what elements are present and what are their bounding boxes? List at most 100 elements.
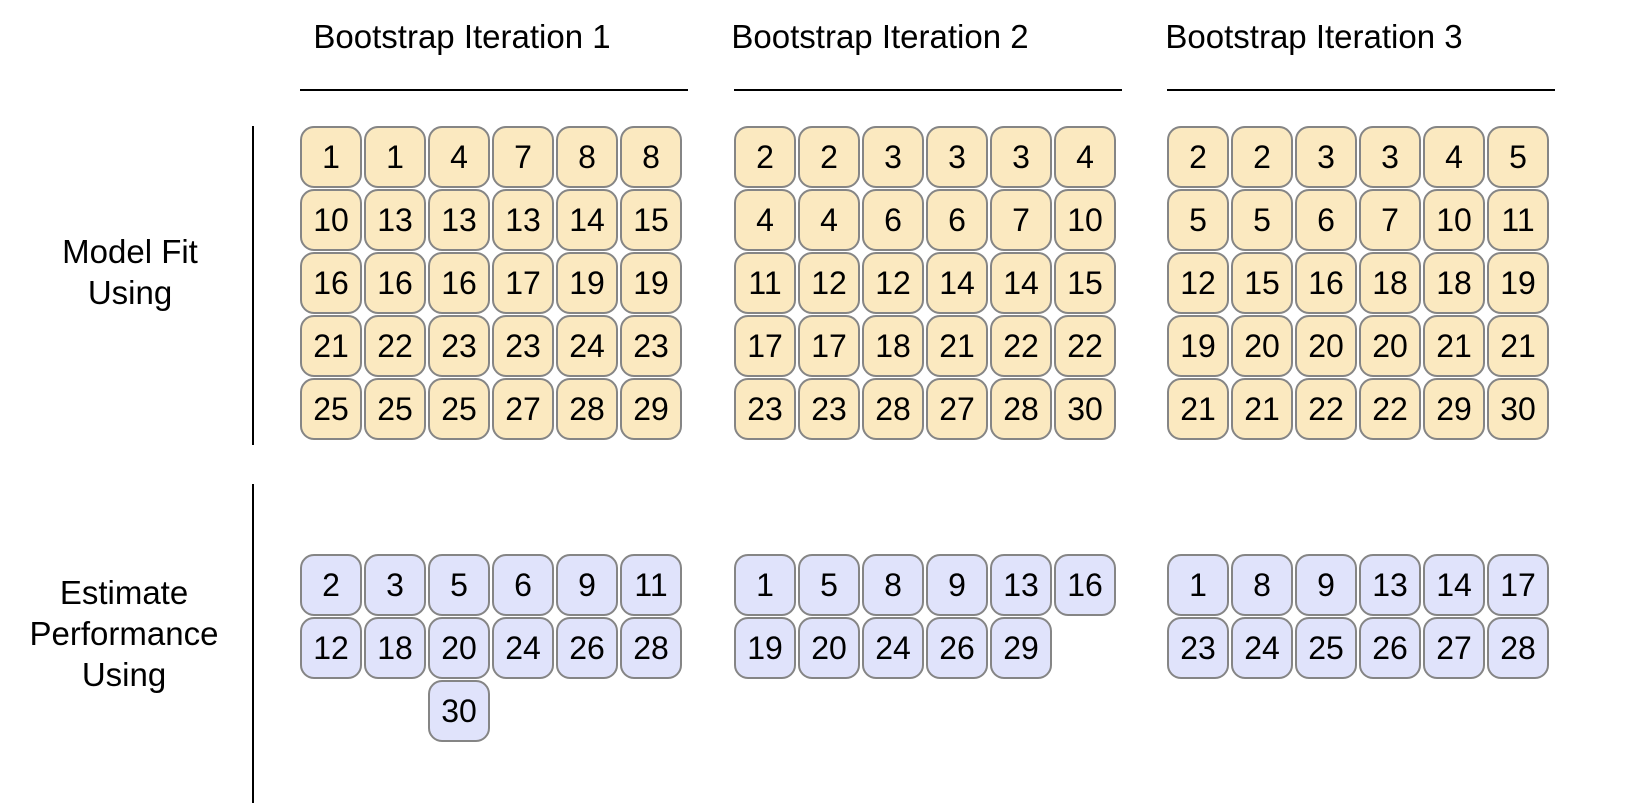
fit-sample-cell: 3 xyxy=(990,126,1052,188)
fit-sample-cell: 3 xyxy=(1359,126,1421,188)
fit-sample-cell: 4 xyxy=(798,189,860,251)
fit-sample-cell: 14 xyxy=(556,189,618,251)
fit-sample-cell: 25 xyxy=(300,378,362,440)
empty-slot xyxy=(364,680,426,742)
estimate-sample-cell: 6 xyxy=(492,554,554,616)
fit-sample-cell: 4 xyxy=(734,189,796,251)
estimate-sample-cell: 24 xyxy=(492,617,554,679)
fit-sample-cell: 21 xyxy=(926,315,988,377)
estimate-sample-cell: 17 xyxy=(1487,554,1549,616)
fit-sample-cell: 21 xyxy=(300,315,362,377)
fit-sample-cell: 23 xyxy=(620,315,682,377)
estimate-label: Estimate Performance Using xyxy=(14,572,234,695)
fit-sample-cell: 7 xyxy=(1359,189,1421,251)
estimate-sample-cell: 9 xyxy=(926,554,988,616)
estimate-sample-cell: 29 xyxy=(990,617,1052,679)
fit-sample-cell: 17 xyxy=(798,315,860,377)
fit-sample-cell: 17 xyxy=(734,315,796,377)
fit-sample-cell: 1 xyxy=(300,126,362,188)
fit-sample-cell: 14 xyxy=(990,252,1052,314)
fit-sample-cell: 7 xyxy=(990,189,1052,251)
fit-sample-cell: 28 xyxy=(556,378,618,440)
estimate-sample-cell: 11 xyxy=(620,554,682,616)
fit-sample-cell: 10 xyxy=(300,189,362,251)
fit-sample-cell: 13 xyxy=(364,189,426,251)
fit-sample-cell: 11 xyxy=(1487,189,1549,251)
fit-sample-cell: 4 xyxy=(1054,126,1116,188)
fit-sample-cell: 6 xyxy=(862,189,924,251)
fit-sample-cell: 20 xyxy=(1295,315,1357,377)
estimate-sample-cell: 8 xyxy=(1231,554,1293,616)
estimate-grid-iteration-3: 1 8 9 13 14 17 23 24 25 26 27 28 xyxy=(1167,554,1549,679)
fit-sample-cell: 21 xyxy=(1231,378,1293,440)
estimate-sample-cell: 8 xyxy=(862,554,924,616)
model-fit-label: Model Fit Using xyxy=(40,231,220,313)
estimate-label-line-3: Using xyxy=(81,656,167,693)
estimate-sample-cell: 27 xyxy=(1423,617,1485,679)
fit-sample-cell: 28 xyxy=(990,378,1052,440)
estimate-sample-cell: 19 xyxy=(734,617,796,679)
estimate-sample-cell: 26 xyxy=(1359,617,1421,679)
fit-sample-cell: 7 xyxy=(492,126,554,188)
fit-sample-cell: 4 xyxy=(428,126,490,188)
fit-sample-cell: 3 xyxy=(926,126,988,188)
fit-sample-cell: 30 xyxy=(1054,378,1116,440)
fit-sample-cell: 3 xyxy=(1295,126,1357,188)
estimate-sample-cell: 13 xyxy=(1359,554,1421,616)
fit-sample-cell: 18 xyxy=(1359,252,1421,314)
fit-sample-cell: 14 xyxy=(926,252,988,314)
fit-sample-cell: 13 xyxy=(428,189,490,251)
empty-slot xyxy=(300,680,362,742)
estimate-sample-cell: 2 xyxy=(300,554,362,616)
fit-sample-cell: 2 xyxy=(1167,126,1229,188)
fit-sample-cell: 8 xyxy=(556,126,618,188)
estimate-sample-cell: 18 xyxy=(364,617,426,679)
fit-sample-cell: 15 xyxy=(1054,252,1116,314)
estimate-sample-cell: 30 xyxy=(428,680,490,742)
fit-sample-cell: 23 xyxy=(428,315,490,377)
fit-sample-cell: 19 xyxy=(1167,315,1229,377)
fit-sample-cell: 23 xyxy=(492,315,554,377)
fit-sample-cell: 12 xyxy=(862,252,924,314)
fit-sample-cell: 20 xyxy=(1359,315,1421,377)
fit-sample-cell: 18 xyxy=(862,315,924,377)
estimate-sample-cell: 5 xyxy=(428,554,490,616)
estimate-grid-iteration-1: 2 3 5 6 9 11 12 18 20 24 26 28 30 xyxy=(300,554,682,742)
estimate-sample-cell: 13 xyxy=(990,554,1052,616)
fit-sample-cell: 8 xyxy=(620,126,682,188)
estimate-sample-cell: 24 xyxy=(862,617,924,679)
estimate-sample-cell: 9 xyxy=(1295,554,1357,616)
estimate-sample-cell: 16 xyxy=(1054,554,1116,616)
estimate-sample-cell: 1 xyxy=(734,554,796,616)
fit-sample-cell: 13 xyxy=(492,189,554,251)
fit-sample-cell: 21 xyxy=(1167,378,1229,440)
fit-sample-cell: 22 xyxy=(1359,378,1421,440)
fit-sample-cell: 16 xyxy=(428,252,490,314)
fit-sample-cell: 5 xyxy=(1167,189,1229,251)
fit-sample-cell: 22 xyxy=(990,315,1052,377)
fit-sample-cell: 30 xyxy=(1487,378,1549,440)
fit-sample-cell: 27 xyxy=(926,378,988,440)
fit-sample-cell: 10 xyxy=(1054,189,1116,251)
fit-sample-cell: 16 xyxy=(1295,252,1357,314)
fit-sample-cell: 17 xyxy=(492,252,554,314)
estimate-sample-cell: 1 xyxy=(1167,554,1229,616)
fit-sample-cell: 6 xyxy=(926,189,988,251)
fit-sample-cell: 4 xyxy=(1423,126,1485,188)
fit-sample-cell: 6 xyxy=(1295,189,1357,251)
fit-sample-cell: 2 xyxy=(1231,126,1293,188)
fit-sample-cell: 24 xyxy=(556,315,618,377)
fit-sample-cell: 22 xyxy=(1295,378,1357,440)
estimate-label-line-2: Performance xyxy=(29,615,219,652)
fit-sample-cell: 12 xyxy=(1167,252,1229,314)
fit-sample-cell: 23 xyxy=(734,378,796,440)
fit-grid-iteration-3: 2 2 3 3 4 5 5 5 6 7 10 11 12 15 16 18 18 19 19 20 20 20 21 21 21… xyxy=(1167,126,1549,440)
fit-sample-cell: 10 xyxy=(1423,189,1485,251)
estimate-sample-cell: 28 xyxy=(620,617,682,679)
model-fit-separator xyxy=(252,126,254,445)
estimate-sample-cell: 14 xyxy=(1423,554,1485,616)
estimate-separator xyxy=(252,484,254,803)
fit-sample-cell: 15 xyxy=(620,189,682,251)
iteration-2-rule xyxy=(734,89,1122,91)
fit-sample-cell: 2 xyxy=(734,126,796,188)
